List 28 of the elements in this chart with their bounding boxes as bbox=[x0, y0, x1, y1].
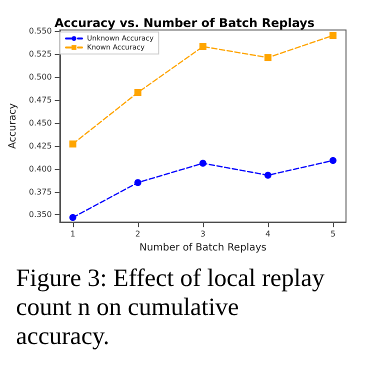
y-tick-label: 0.550 bbox=[28, 26, 52, 36]
point bbox=[134, 89, 142, 96]
x-tick-label: 1 bbox=[70, 230, 76, 239]
point bbox=[69, 214, 76, 221]
y-tick-label: 0.400 bbox=[28, 164, 52, 174]
y-tick-label: 0.425 bbox=[28, 141, 52, 150]
y-axis-title: Accuracy bbox=[8, 103, 18, 149]
point bbox=[69, 140, 76, 148]
point bbox=[329, 32, 336, 40]
point bbox=[199, 43, 206, 50]
x-tick-label: 5 bbox=[330, 230, 336, 239]
y-tick-label: 0.350 bbox=[28, 210, 52, 220]
point bbox=[330, 157, 336, 164]
point bbox=[264, 54, 272, 62]
x-tick-label: 4 bbox=[265, 230, 270, 239]
x-tick-label: 3 bbox=[200, 230, 206, 239]
y-tick-label: 0.475 bbox=[28, 95, 52, 104]
y-tick-label: 0.500 bbox=[28, 72, 52, 82]
point bbox=[264, 172, 272, 179]
y-tick-label: 0.375 bbox=[28, 187, 52, 196]
x-axis-title: Number of Batch Replays bbox=[139, 242, 266, 254]
caption: Figure 3: Effect of local replay count n on cumulative accuracy. bbox=[16, 264, 326, 351]
x-tick-label: 2 bbox=[135, 230, 140, 239]
chart-title: Accuracy vs. Number of Batch Replays bbox=[54, 16, 315, 30]
point bbox=[199, 160, 206, 167]
y-tick-label: 0.450 bbox=[28, 118, 52, 128]
y-tick-label: 0.525 bbox=[28, 49, 52, 58]
point bbox=[134, 179, 142, 186]
